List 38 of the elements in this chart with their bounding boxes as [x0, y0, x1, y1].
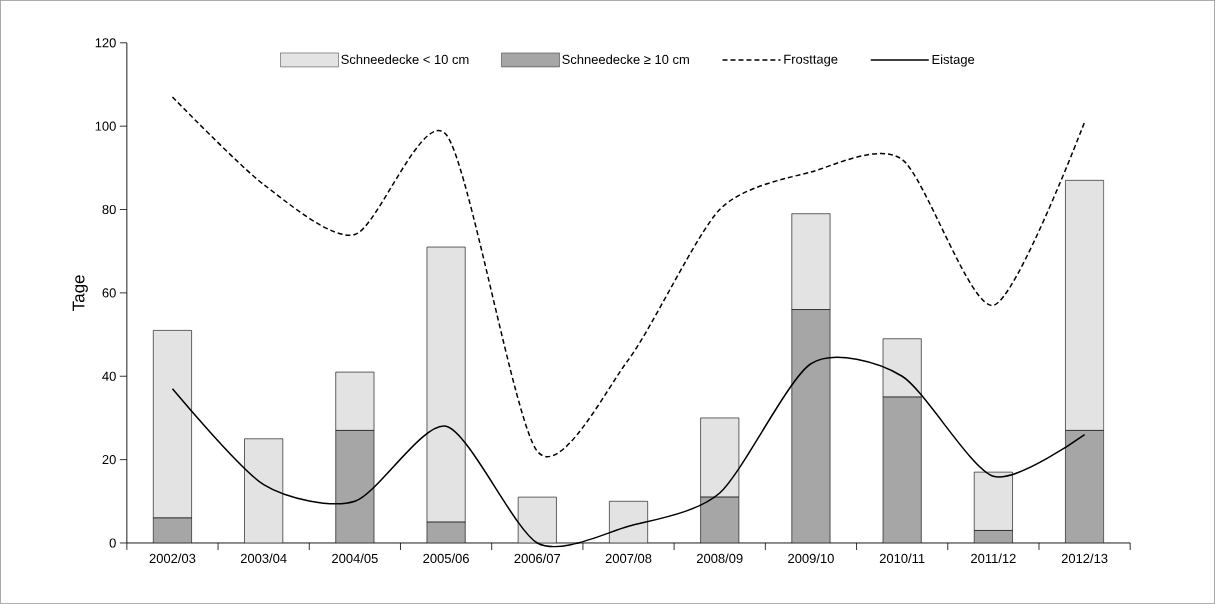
bar: [791, 309, 831, 544]
bar: [700, 417, 740, 498]
x-tick-label: 2006/07: [514, 553, 561, 564]
y-tick-label: 120: [95, 38, 116, 48]
bar: [153, 330, 192, 519]
x-tick-label: 2010/11: [879, 553, 925, 564]
bar: [335, 371, 375, 431]
y-tick-label: 60: [102, 288, 116, 298]
bar: [244, 438, 284, 544]
legend-label: Schneedecke ≥ 10 cm: [562, 54, 689, 65]
bar: [335, 430, 375, 544]
y-axis-title: Tage: [72, 275, 88, 311]
bar: [1065, 180, 1105, 431]
x-tick-label: 2003/04: [240, 553, 287, 564]
x-tick-label: 2004/05: [332, 553, 378, 564]
x-tick-label: 2012/13: [1061, 553, 1108, 564]
legend-label: Eistage: [932, 54, 975, 67]
bar: [882, 338, 922, 398]
y-tick-label: 0: [109, 538, 116, 548]
bar: [791, 213, 831, 310]
x-tick-label: 2011/12: [971, 553, 1016, 564]
bar: [1065, 430, 1105, 544]
x-tick-label: 2009/10: [788, 553, 834, 564]
x-tick-label: 2002/03: [149, 553, 196, 564]
legend-label: Schneedecke < 10 cm: [341, 54, 469, 65]
y-tick-label: 40: [102, 371, 116, 381]
bar: [426, 246, 466, 523]
y-tick-label: 80: [102, 205, 116, 215]
y-tick-label: 100: [95, 121, 116, 131]
legend-label: Frosttage: [784, 54, 838, 67]
bar: [882, 396, 922, 544]
y-tick-label: 20: [102, 455, 116, 465]
bar: [700, 496, 740, 544]
x-tick-label: 2007/08: [605, 553, 652, 564]
x-tick-label: 2008/09: [696, 553, 743, 564]
bar: [517, 496, 557, 544]
x-tick-label: 2005/06: [423, 553, 469, 564]
bar: [973, 471, 1013, 531]
